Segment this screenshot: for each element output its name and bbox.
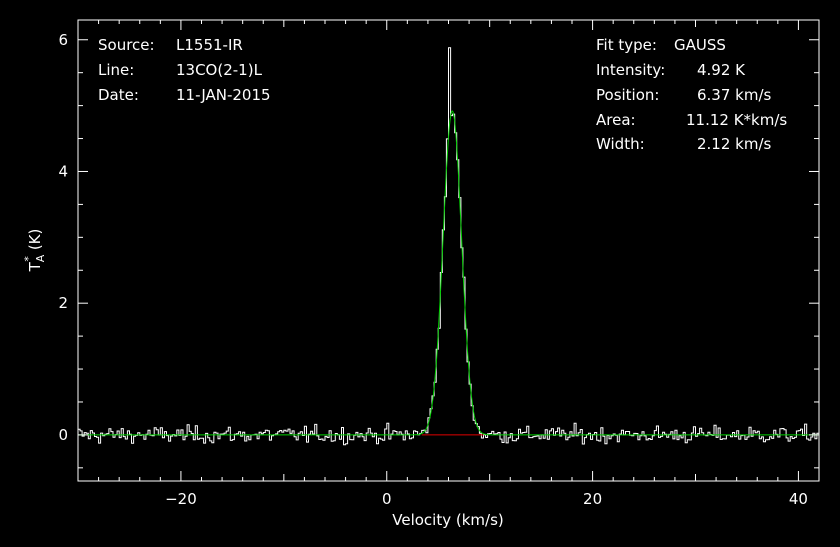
- x-tick-label: 0: [382, 490, 392, 508]
- source-label: Source:: [98, 36, 155, 54]
- header-left: Source: L1551-IR Line: 13CO(2-1)L Date: …: [98, 36, 271, 104]
- intensity-value: 4.92 K: [697, 61, 746, 79]
- date-label: Date:: [98, 86, 139, 104]
- header-right: Fit type: GAUSS Intensity: 4.92 K Positi…: [596, 36, 787, 153]
- line-label: Line:: [98, 61, 134, 79]
- x-tick-label: 40: [789, 490, 808, 508]
- fit-type-label: Fit type:: [596, 36, 657, 54]
- x-axis-title: Velocity (km/s): [392, 511, 503, 529]
- x-tick-label: 20: [583, 490, 602, 508]
- position-label: Position:: [596, 86, 659, 104]
- y-axis-title: TA* (K): [22, 229, 47, 273]
- spectrum-line: [78, 47, 819, 446]
- fit-type-value: GAUSS: [674, 36, 726, 54]
- position-value: 6.37 km/s: [697, 86, 772, 104]
- y-axis-title-unit: (K): [26, 229, 44, 251]
- x-tick-label: −20: [165, 490, 197, 508]
- area-label: Area:: [596, 111, 636, 129]
- intensity-label: Intensity:: [596, 61, 665, 79]
- gaussian-fit-line: [78, 110, 819, 436]
- line-value: 13CO(2-1)L: [176, 61, 263, 79]
- y-axis-title-sub: A: [34, 254, 47, 262]
- date-value: 11-JAN-2015: [176, 86, 271, 104]
- axis-ticks: −20 0 20 40 0 2 4 6: [58, 20, 820, 508]
- y-tick-label: 6: [58, 31, 68, 49]
- area-value: 11.12 K*km/s: [686, 111, 787, 129]
- y-tick-label: 0: [58, 426, 68, 444]
- source-value: L1551-IR: [176, 36, 243, 54]
- plot-marks: [78, 47, 819, 446]
- width-value: 2.12 km/s: [697, 135, 772, 153]
- y-tick-label: 2: [58, 294, 68, 312]
- y-axis-title-sup: *: [22, 256, 35, 262]
- y-tick-label: 4: [58, 162, 68, 180]
- y-axis-title-symbol: T: [26, 261, 44, 272]
- width-label: Width:: [596, 135, 645, 153]
- svg-text:TA*(K): TA* (K): [22, 229, 47, 273]
